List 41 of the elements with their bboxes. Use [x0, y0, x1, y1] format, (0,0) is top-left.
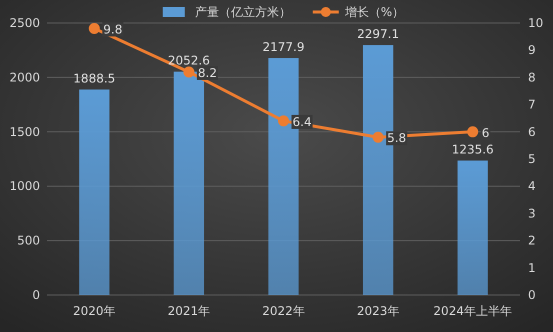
y2-tick-label: 9	[528, 43, 536, 58]
data-label: 8.2	[198, 66, 217, 80]
y2-tick-label: 3	[528, 206, 536, 220]
data-label: 6	[482, 126, 490, 140]
y2-tick-label: 8	[528, 70, 536, 84]
y2-tick-label: 6	[528, 124, 536, 139]
y2-tick-label: 1	[528, 260, 536, 275]
data-label: 1888.5	[73, 72, 116, 86]
y-tick-label: 1000	[9, 179, 40, 194]
point	[88, 22, 100, 34]
point	[278, 115, 289, 126]
y2-tick-label: 4	[528, 179, 536, 194]
x-tick-label: 2024年上半年	[433, 304, 512, 318]
y-tick-label: 2500	[9, 16, 40, 30]
y-tick-label: 500	[17, 234, 40, 248]
data-label: 2297.1	[357, 27, 400, 42]
y2-tick-label: 0	[528, 288, 536, 302]
data-label: 6.4	[292, 114, 312, 129]
legend-label: 产量（亿立方米）	[194, 5, 291, 19]
data-label: 2177.9	[262, 40, 304, 54]
y-tick-label: 2000	[9, 70, 40, 84]
point	[467, 126, 478, 138]
x-tick-label: 2023年	[356, 304, 400, 318]
y-tick-label: 0	[32, 288, 40, 302]
y-tick-label: 1500	[9, 124, 40, 139]
bar	[79, 90, 110, 295]
y2-tick-label: 2	[528, 234, 536, 248]
data-label: 5.8	[387, 131, 406, 146]
point	[372, 132, 384, 143]
bar	[458, 160, 488, 295]
y2-tick-label: 5	[528, 152, 536, 166]
point	[183, 66, 194, 78]
x-tick-label: 2020年	[73, 304, 116, 318]
legend-label: 增长（%）	[344, 5, 404, 19]
data-label: 1235.6	[452, 142, 494, 157]
y2-tick-label: 10	[528, 16, 544, 30]
data-label: 9.8	[103, 22, 122, 36]
y2-tick-label: 7	[528, 98, 536, 112]
data-label: 2052.6	[168, 54, 210, 68]
x-tick-label: 2022年	[262, 304, 305, 318]
x-tick-label: 2021年	[168, 304, 210, 318]
